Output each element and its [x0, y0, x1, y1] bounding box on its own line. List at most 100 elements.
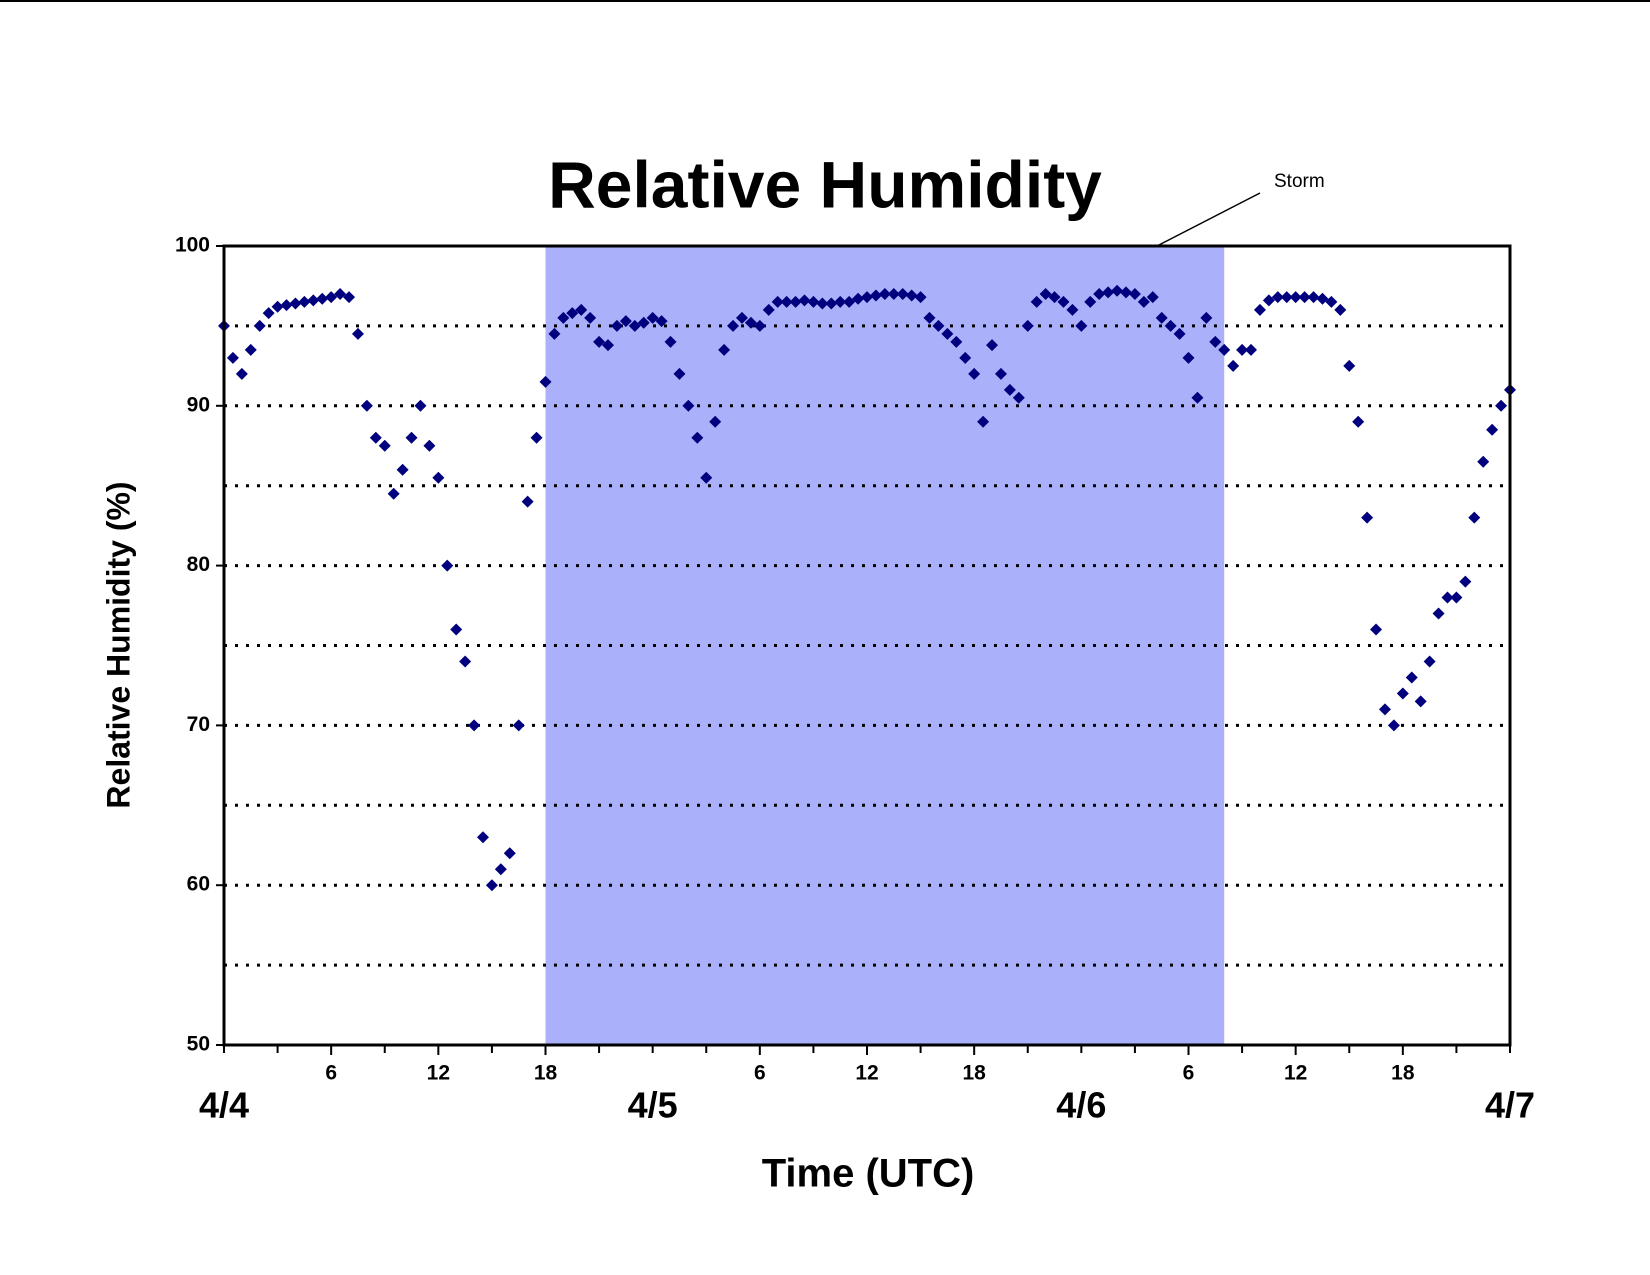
data-point: [771, 295, 784, 308]
data-point: [994, 367, 1007, 380]
data-point: [798, 294, 811, 307]
data-point: [485, 879, 498, 892]
data-point: [1334, 303, 1347, 316]
data-point: [253, 319, 266, 332]
x-date-label: 4/6: [1056, 1085, 1106, 1126]
data-point: [1227, 359, 1240, 372]
data-point: [423, 439, 436, 452]
data-point: [387, 487, 400, 500]
data-point: [834, 295, 847, 308]
data-point: [1396, 687, 1409, 700]
data-point: [1450, 591, 1463, 604]
data-point: [584, 311, 597, 324]
data-point: [655, 315, 668, 328]
data-point: [691, 431, 704, 444]
x-tick-label: 12: [1284, 1062, 1307, 1085]
data-point: [1218, 343, 1231, 356]
data-point: [1325, 295, 1338, 308]
data-point: [1378, 703, 1391, 716]
data-point: [887, 287, 900, 300]
data-point: [1111, 284, 1124, 297]
y-tick-label: 50: [187, 1033, 210, 1056]
data-point: [1441, 591, 1454, 604]
data-point: [1048, 291, 1061, 304]
data-point: [271, 300, 284, 313]
data-point: [244, 343, 257, 356]
data-point: [539, 375, 552, 388]
data-point: [852, 292, 865, 305]
data-point: [709, 415, 722, 428]
y-tick-label: 80: [187, 553, 210, 576]
data-point: [1173, 327, 1186, 340]
data-point: [1370, 623, 1383, 636]
data-point: [932, 319, 945, 332]
data-point: [521, 495, 534, 508]
data-point: [959, 351, 972, 364]
data-point: [878, 287, 891, 300]
data-point: [1093, 287, 1106, 300]
data-point: [1119, 286, 1132, 299]
data-point: [1495, 399, 1508, 412]
data-point: [843, 295, 856, 308]
x-date-label: 4/4: [199, 1085, 249, 1126]
data-point: [682, 399, 695, 412]
data-point: [727, 319, 740, 332]
data-point: [1459, 575, 1472, 588]
data-point: [476, 831, 489, 844]
data-point: [1477, 455, 1490, 468]
data-point: [575, 303, 588, 316]
data-point: [825, 297, 838, 310]
data-point: [1280, 291, 1293, 304]
x-tick-label: 12: [427, 1062, 450, 1085]
data-point: [807, 295, 820, 308]
data-point: [334, 287, 347, 300]
chart-title: Relative Humidity: [548, 147, 1102, 221]
data-point: [405, 431, 418, 444]
data-point: [468, 719, 481, 732]
data-point: [1307, 291, 1320, 304]
data-point: [262, 307, 275, 320]
data-point: [432, 471, 445, 484]
data-point: [316, 292, 329, 305]
data-point: [369, 431, 382, 444]
data-point: [744, 316, 757, 329]
x-tick-label: 6: [325, 1062, 337, 1085]
data-point: [1039, 287, 1052, 300]
data-point: [307, 294, 320, 307]
data-point: [628, 319, 641, 332]
data-point: [1387, 719, 1400, 732]
data-point: [610, 319, 623, 332]
data-point: [1146, 291, 1159, 304]
data-point: [1003, 383, 1016, 396]
data-point: [593, 335, 606, 348]
data-point: [1352, 415, 1365, 428]
x-date-label: 4/7: [1485, 1085, 1535, 1126]
data-point: [1200, 311, 1213, 324]
data-point: [816, 297, 829, 310]
data-point: [923, 311, 936, 324]
data-point: [861, 291, 873, 304]
data-point: [602, 339, 615, 352]
data-point: [637, 316, 650, 329]
data-point: [1253, 303, 1266, 316]
data-point: [1164, 319, 1177, 332]
annotation-leader: [1156, 192, 1261, 247]
data-point: [298, 295, 311, 308]
data-point: [1209, 335, 1222, 348]
x-tick-label: 6: [1183, 1062, 1195, 1085]
data-point: [968, 367, 981, 380]
data-point: [1343, 359, 1356, 372]
data-point: [1432, 607, 1445, 620]
x-tick-label: 12: [855, 1062, 878, 1085]
data-point: [557, 311, 570, 324]
data-point: [1155, 311, 1168, 324]
data-point: [986, 339, 999, 352]
data-point: [226, 351, 239, 364]
y-tick-label: 70: [187, 713, 210, 736]
data-point: [414, 399, 427, 412]
data-point: [718, 343, 731, 356]
data-point: [1128, 287, 1141, 300]
data-point: [1236, 343, 1249, 356]
